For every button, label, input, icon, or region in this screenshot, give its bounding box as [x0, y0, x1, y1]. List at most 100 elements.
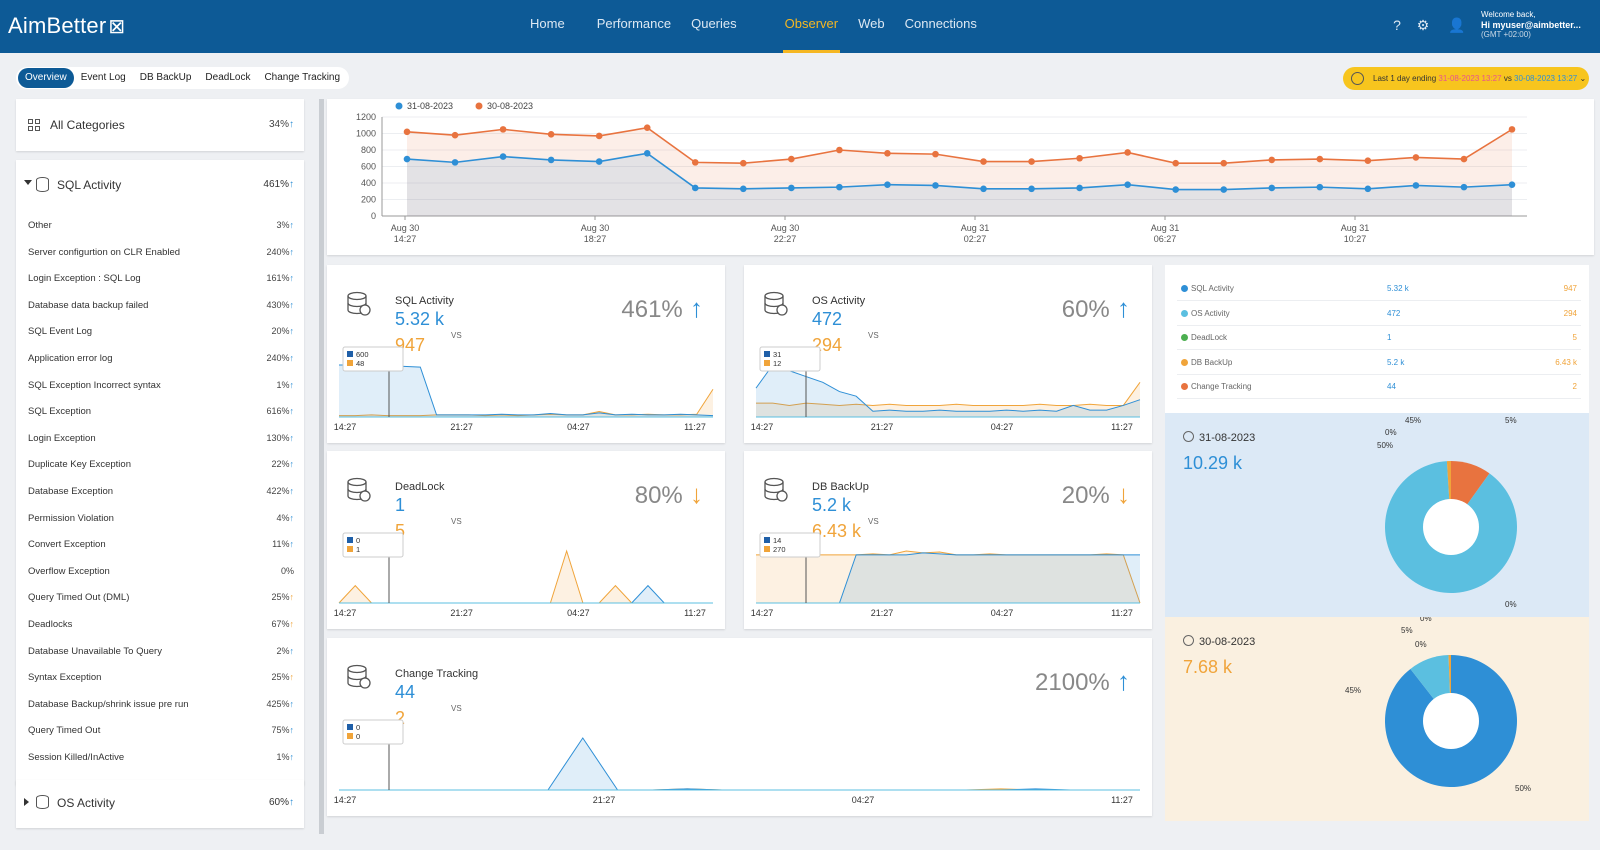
arrow-up-icon: ↑: [289, 432, 295, 443]
welcome-block[interactable]: Welcome back, Hi myuser@aimbetter... (GM…: [1481, 10, 1599, 40]
category-row[interactable]: Database Unavailable To Query 2%↑: [28, 644, 294, 662]
category-row[interactable]: Overflow Exception 0%: [28, 564, 294, 582]
data-point: [1508, 181, 1516, 188]
nav-web[interactable]: Web: [858, 16, 885, 31]
current-value: 1: [395, 495, 406, 515]
data-point: [740, 159, 747, 167]
legend-dot: [1181, 383, 1188, 390]
sparkline-svg: 01 14:27 21:27 04:27 11:27: [334, 532, 713, 618]
category-row[interactable]: Server configurtion on CLR Enabled 240%↑: [28, 245, 294, 263]
category-row[interactable]: Session Killed/InActive 1%↑: [28, 750, 294, 768]
category-name: Application error log: [28, 353, 113, 364]
category-row[interactable]: Convert Exception 11%↑: [28, 537, 294, 555]
scrollbar[interactable]: [319, 99, 324, 834]
legend-current: 5.2 k: [1387, 357, 1405, 367]
tab-change-tracking[interactable]: Change Tracking: [264, 72, 341, 83]
x-tick-label: 21:27: [593, 795, 616, 805]
data-point: [1508, 126, 1516, 133]
help-icon[interactable]: ?: [1393, 17, 1401, 33]
data-point: [1412, 182, 1420, 189]
category-row[interactable]: Deadlocks 67%↑: [28, 617, 294, 635]
sparkline-area: [339, 585, 713, 603]
category-row[interactable]: Other 3%↑: [28, 218, 294, 236]
category-row[interactable]: Query Timed Out 75%↑: [28, 723, 294, 741]
tooltip-swatch-blue: [764, 537, 770, 543]
pie-total: 10.29 k: [1183, 453, 1243, 473]
mini-card-dl[interactable]: DeadLock 1 VS 5 80% ↓ 0 1 14:27 21:27 04:27 11:27: [327, 451, 725, 629]
category-pct: 75%↑: [271, 725, 294, 736]
logo[interactable]: AimBetter ⊠: [8, 13, 126, 38]
category-row[interactable]: Syntax Exception 25%↑: [28, 670, 294, 688]
date-range-picker[interactable]: Last 1 day ending 31-08-2023 13:27 vs 30…: [1343, 67, 1589, 90]
category-row[interactable]: Login Exception : SQL Log 161%↑: [28, 271, 294, 289]
mini-card-ct[interactable]: Change Tracking 44 VS 2 2100% ↑ 0 0 14:27 21:27 0…: [327, 638, 1152, 816]
range-date1: 31-08-2023 13:27: [1438, 74, 1502, 83]
tooltip-swatch-blue: [347, 724, 353, 730]
nav-observer[interactable]: Observer: [775, 0, 848, 53]
tooltip: [342, 532, 404, 558]
category-row[interactable]: Database Backup/shrink issue pre run 425%…: [28, 697, 294, 715]
category-row[interactable]: Duplicate Key Exception 22%↑: [28, 457, 294, 475]
arrow-down-icon: ↓: [682, 479, 703, 509]
previous-value: 5: [395, 521, 406, 541]
change-pct: 20% ↓: [1061, 479, 1130, 509]
legend-dot: [1181, 285, 1188, 292]
tooltip-value-1: 600: [356, 350, 369, 359]
legend-dot: [395, 102, 403, 110]
category-name: Server configurtion on CLR Enabled: [28, 246, 181, 258]
category-row[interactable]: SQL Event Log 20%↑: [28, 324, 294, 342]
user-icon[interactable]: 👤: [1448, 17, 1466, 33]
data-point: [1220, 159, 1228, 167]
data-point: [1316, 183, 1324, 191]
sql-activity-header[interactable]: SQL Activity 461%↑: [16, 175, 304, 195]
nav-queries[interactable]: Queries: [691, 16, 737, 31]
mini-card-bk[interactable]: DB BackUp 5.2 k VS 6.43 k 20% ↓ 14 270 14:27 21:…: [744, 451, 1152, 629]
change-pct: 80% ↓: [634, 479, 703, 509]
nav-connections[interactable]: Connections: [904, 16, 977, 31]
pie-label: 5%: [1505, 416, 1517, 425]
category-row[interactable]: Database Exception 422%↑: [28, 484, 294, 502]
tooltip-swatch-blue: [347, 351, 353, 357]
pie-label: 45%: [1345, 686, 1361, 695]
donut-hole: [1423, 499, 1479, 555]
arrow-up-icon: ↑: [289, 299, 295, 310]
x-tick-label: 06:27: [1154, 234, 1177, 244]
all-categories[interactable]: All Categories 34%↑: [16, 99, 304, 151]
category-row[interactable]: Query Timed Out (DML) 25%↑: [28, 590, 294, 608]
legend-name: Change Tracking: [1191, 382, 1252, 391]
category-row[interactable]: Permission Violation 4%↑: [28, 511, 294, 529]
tab-event-log[interactable]: Event Log: [80, 72, 126, 83]
data-point: [1124, 181, 1131, 188]
category-name: Syntax Exception: [28, 672, 102, 684]
legend-name: DB BackUp: [1191, 357, 1233, 367]
arrow-up-icon: ↑: [289, 246, 295, 257]
category-row[interactable]: Login Exception 130%↑: [28, 431, 294, 449]
nav-home[interactable]: Home: [530, 16, 565, 31]
x-tick-label: 11:27: [1111, 795, 1133, 805]
mini-card-sql[interactable]: SQL Activity 5.32 k VS 947 461% ↑ 600 48 14:27 2…: [327, 265, 725, 443]
os-activity-category[interactable]: OS Activity 60%↑: [16, 780, 304, 828]
category-pct: 2%↑: [276, 645, 294, 656]
category-row[interactable]: Application error log 240%↑: [28, 351, 294, 369]
category-row[interactable]: SQL Exception 616%↑: [28, 404, 294, 422]
tab-deadlock[interactable]: DeadLock: [205, 72, 251, 83]
database-icon: [347, 664, 371, 690]
series-area: [407, 127, 1512, 216]
nav-performance[interactable]: Performance: [596, 16, 672, 31]
gear-icon[interactable]: ⚙: [1416, 17, 1430, 33]
category-row[interactable]: SQL Exception Incorrect syntax 1%↑: [28, 378, 294, 396]
tooltip: [342, 719, 404, 745]
data-point: [403, 155, 411, 163]
category-row[interactable]: Database data backup failed 430%↑: [28, 298, 294, 316]
range-vs: vs: [1503, 74, 1512, 83]
change-pct: 461% ↑: [621, 293, 703, 323]
category-pct: 20%↑: [271, 326, 294, 337]
tab-overview[interactable]: Overview: [18, 68, 74, 88]
data-point: [1076, 154, 1083, 162]
mini-card-os[interactable]: OS Activity 472 VS 294 60% ↑ 31 12 14:27 21:27 04…: [744, 265, 1152, 443]
category-pct: 422%↑: [266, 486, 294, 496]
legend-current: 472: [1387, 308, 1401, 318]
tab-db-backup[interactable]: DB BackUp: [139, 72, 192, 83]
vs-label: VS: [451, 704, 462, 713]
